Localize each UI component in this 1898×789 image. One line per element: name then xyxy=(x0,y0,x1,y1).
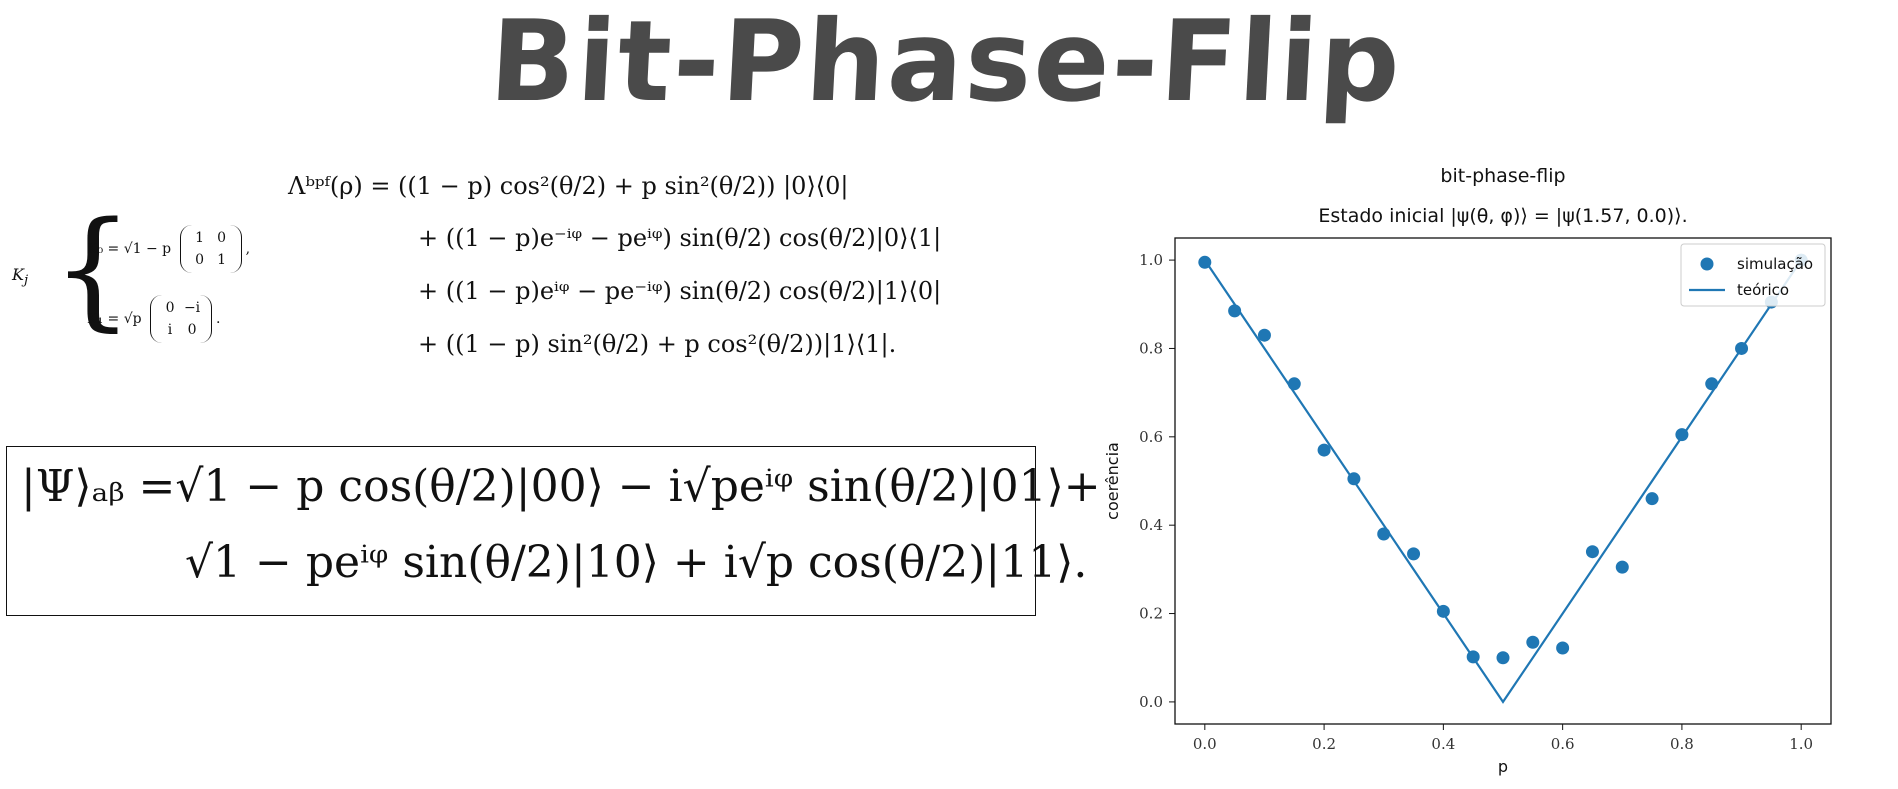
y-tick-label: 1.0 xyxy=(1139,251,1163,269)
y-tick-label: 0.6 xyxy=(1139,428,1163,446)
y-tick-label: 0.2 xyxy=(1139,605,1163,623)
chart-subtitle: Estado inicial |ψ(θ, φ)⟩ = |ψ(1.57, 0.0)… xyxy=(1318,205,1687,227)
legend-label: teórico xyxy=(1737,281,1789,299)
state-line-2: √1 − peⁱᵠ sin(θ/2)|10⟩ + i√p cos(θ/2)|11… xyxy=(185,537,1088,588)
channel-equation: Λᵇᵖᶠ(ρ) = ((1 − p) cos²(θ/2) + p sin²(θ/… xyxy=(288,172,1048,372)
k1-m11: 0 xyxy=(187,322,197,338)
data-point xyxy=(1675,428,1689,442)
x-tick-label: 0.0 xyxy=(1193,735,1217,753)
page-title: Bit-Phase-Flip xyxy=(486,0,1406,127)
k1-lhs: K₁ = √p xyxy=(87,311,142,327)
k1-m10: i xyxy=(167,322,173,338)
x-tick-label: 0.8 xyxy=(1670,735,1694,753)
x-tick-label: 0.4 xyxy=(1431,735,1455,753)
k0-m01: 0 xyxy=(217,230,227,246)
data-point xyxy=(1585,545,1599,559)
y-tick-label: 0.0 xyxy=(1139,693,1163,711)
data-point xyxy=(1526,635,1540,649)
channel-line-3: + ((1 − p)eⁱᵠ − pe⁻ⁱᵠ) sin(θ/2) cos(θ/2)… xyxy=(418,277,942,305)
coherence-chart: bit-phase-flip Estado inicial |ψ(θ, φ)⟩ =… xyxy=(1103,165,1832,776)
data-point xyxy=(1377,527,1391,541)
chart-title: bit-phase-flip xyxy=(1440,165,1565,187)
left-brace: { xyxy=(52,195,134,344)
y-tick-label: 0.8 xyxy=(1139,339,1163,357)
data-point xyxy=(1615,560,1629,574)
data-point xyxy=(1496,651,1510,665)
k1-m01: −i xyxy=(183,300,201,316)
channel-line-1: Λᵇᵖᶠ(ρ) = ((1 − p) cos²(θ/2) + p sin²(θ/… xyxy=(288,172,849,200)
state-equation-box: |Ψ⟩ₐᵦ =√1 − p cos(θ/2)|00⟩ − i√peⁱᵠ sin(… xyxy=(6,446,1101,616)
data-point xyxy=(1645,492,1659,506)
k0-m11: 1 xyxy=(217,252,227,268)
x-tick-label: 0.6 xyxy=(1551,735,1575,753)
data-point xyxy=(1466,650,1480,664)
x-tick-label: 1.0 xyxy=(1789,735,1813,753)
data-point xyxy=(1317,443,1331,457)
data-point xyxy=(1705,377,1719,391)
data-point xyxy=(1436,604,1450,618)
x-tick-label: 0.2 xyxy=(1312,735,1336,753)
k1-m00: 0 xyxy=(165,300,175,316)
data-point xyxy=(1407,547,1421,561)
data-point xyxy=(1347,472,1361,486)
y-axis-label: coerência xyxy=(1103,442,1122,520)
k1-tail: . xyxy=(216,311,221,327)
k0-tail: , xyxy=(245,241,251,257)
kraus-label: Kj xyxy=(12,265,29,289)
k0-m10: 0 xyxy=(195,252,205,268)
state-line-1: |Ψ⟩ₐᵦ =√1 − p cos(θ/2)|00⟩ − i√peⁱᵠ sin(… xyxy=(21,461,1101,512)
k0-lhs: K₀ = √1 − p xyxy=(87,241,172,257)
legend-marker-simulacao xyxy=(1700,257,1714,271)
data-point xyxy=(1228,304,1242,318)
y-tick-label: 0.4 xyxy=(1139,516,1163,534)
legend-label: simulação xyxy=(1737,255,1813,273)
data-point xyxy=(1257,328,1271,342)
data-point xyxy=(1735,341,1749,355)
data-point xyxy=(1287,377,1301,391)
channel-line-4: + ((1 − p) sin²(θ/2) + p cos²(θ/2))|1⟩⟨1… xyxy=(418,330,897,358)
channel-line-2: + ((1 − p)e⁻ⁱᵠ − peⁱᵠ) sin(θ/2) cos(θ/2)… xyxy=(418,224,942,252)
data-point xyxy=(1556,641,1570,655)
x-axis-label: p xyxy=(1498,757,1508,776)
plot-frame xyxy=(1174,237,1832,725)
series-line-teorico xyxy=(1203,259,1803,704)
k0-m00: 1 xyxy=(195,230,205,246)
data-point xyxy=(1198,255,1212,269)
